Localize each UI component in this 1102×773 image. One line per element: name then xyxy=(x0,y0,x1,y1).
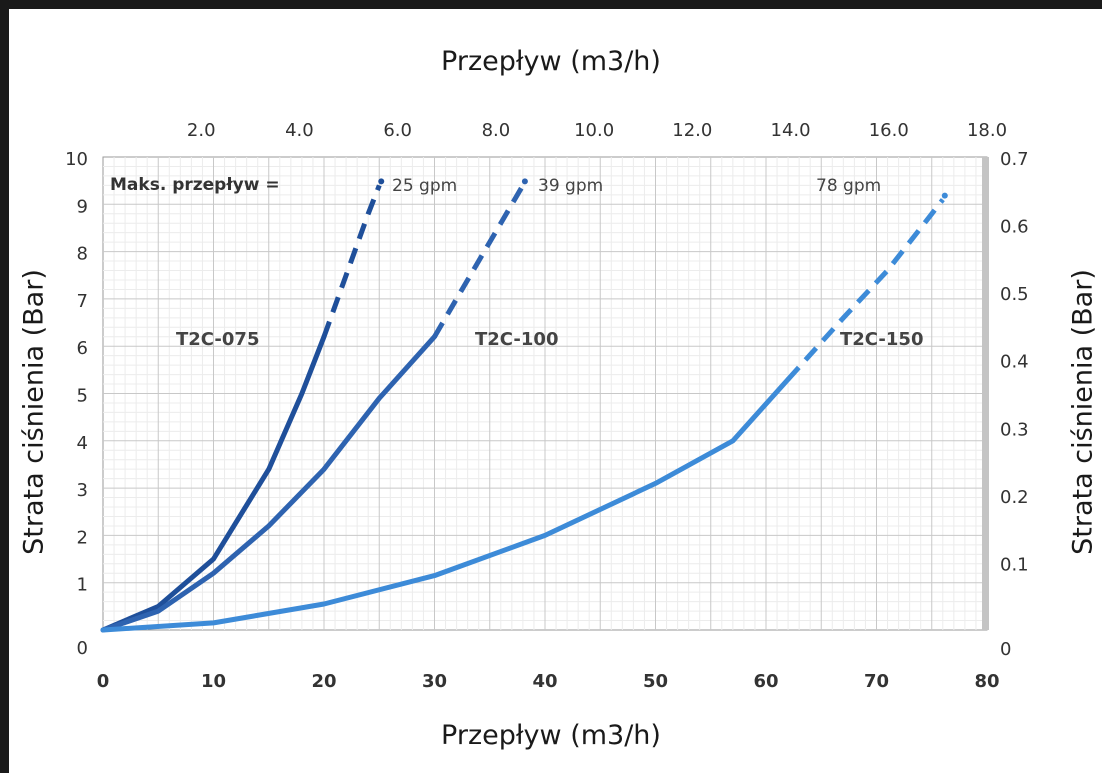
right-axis-bar xyxy=(982,157,989,630)
series-line-solid xyxy=(100,376,791,633)
top-x-tick-label: 10.0 xyxy=(574,120,614,141)
series-line-dashed xyxy=(321,184,382,338)
y-tick-label-right: 0.1 xyxy=(1000,554,1029,575)
top-x-tick-label: 6.0 xyxy=(383,120,412,141)
top-x-tick-label: 2.0 xyxy=(187,120,216,141)
series-line-dashed xyxy=(432,184,526,338)
top-x-tick-label: 8.0 xyxy=(482,120,511,141)
series-endpoint-dot xyxy=(378,178,385,185)
top-x-tick-label: 18.0 xyxy=(967,120,1007,141)
x-tick-label: 20 xyxy=(311,671,336,692)
series-label: T2C-150 xyxy=(840,329,923,350)
y-tick-label-right: 0.5 xyxy=(1000,284,1029,305)
top-x-tick-label: 16.0 xyxy=(869,120,909,141)
x-tick-label: 40 xyxy=(532,671,557,692)
y-tick-label-left: 0 xyxy=(77,638,88,659)
y-tick-label-right: 0.2 xyxy=(1000,487,1029,508)
x-tick-label: 30 xyxy=(422,671,447,692)
series-endpoint-dot xyxy=(941,192,948,199)
y-tick-label-left: 6 xyxy=(77,338,88,359)
x-tick-label: 80 xyxy=(974,671,999,692)
y-tick-label-left: 1 xyxy=(77,575,88,596)
max-flow-value: 25 gpm xyxy=(392,176,457,196)
series-label: T2C-100 xyxy=(475,329,558,350)
x-tick-label: 60 xyxy=(753,671,778,692)
series-endpoint-dot xyxy=(521,178,528,185)
x-tick-label: 70 xyxy=(864,671,889,692)
y-tick-label-left: 8 xyxy=(77,244,88,265)
y-tick-label-left: 10 xyxy=(65,149,88,170)
max-flow-value: 78 gpm xyxy=(816,176,881,196)
x-axis-title: Przepływ (m3/h) xyxy=(441,720,661,751)
y-tick-label-left: 3 xyxy=(77,480,88,501)
y-tick-label-left: 2 xyxy=(77,527,88,548)
series-line-dashed xyxy=(786,198,945,381)
max-flow-value: 39 gpm xyxy=(538,176,603,196)
x-tick-label: 50 xyxy=(643,671,668,692)
x-tick-label: 10 xyxy=(201,671,226,692)
top-x-tick-label: 14.0 xyxy=(771,120,811,141)
y-tick-label-right: 0 xyxy=(1000,639,1011,660)
top-x-tick-label: 12.0 xyxy=(672,120,712,141)
x-tick-label: 0 xyxy=(97,671,110,692)
max-flow-label: Maks. przepływ = xyxy=(110,175,280,195)
series-label: T2C-075 xyxy=(176,329,259,350)
y-tick-label-right: 0.4 xyxy=(1000,352,1029,373)
y-tick-label-left: 7 xyxy=(77,291,88,312)
series-line-solid xyxy=(100,334,437,633)
y-tick-label-left: 9 xyxy=(77,196,88,217)
y-tick-label-right: 0.3 xyxy=(1000,419,1029,440)
y-tick-label-left: 4 xyxy=(77,433,88,454)
top-x-tick-label: 4.0 xyxy=(285,120,314,141)
series-line-solid xyxy=(100,334,327,633)
top-axis-title: Przepływ (m3/h) xyxy=(441,46,661,77)
y-tick-label-left: 5 xyxy=(77,386,88,407)
y-tick-label-right: 0.7 xyxy=(1000,149,1029,170)
y-tick-label-right: 0.6 xyxy=(1000,217,1029,238)
